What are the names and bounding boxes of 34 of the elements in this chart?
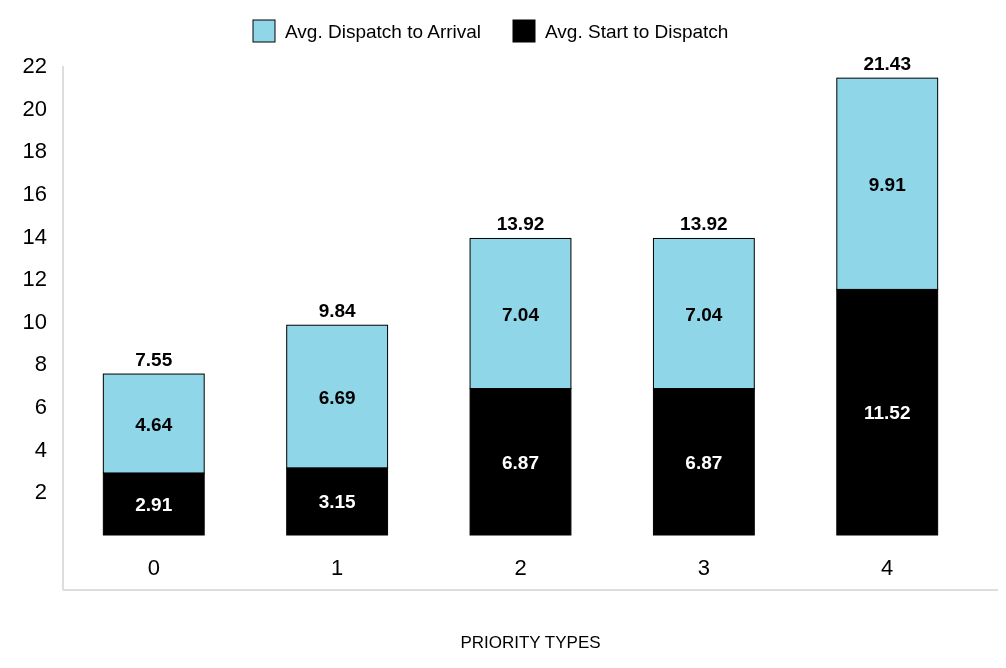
data-label: 9.91: [868, 173, 907, 195]
x-tick-label: 3: [697, 555, 710, 580]
data-label: 6.87: [685, 451, 723, 473]
x-tick-label: 4: [881, 555, 894, 580]
y-tick-label: 16: [22, 180, 47, 206]
y-tick-label: 20: [22, 95, 47, 121]
data-label: 3.15: [318, 491, 357, 513]
y-tick-label: 12: [22, 266, 47, 292]
data-label: 6.87: [502, 451, 539, 473]
data-label: 7.04: [502, 303, 540, 325]
y-tick-label: 22: [22, 53, 47, 78]
y-tick-label: 4: [34, 436, 47, 462]
total-label: 21.43: [863, 53, 912, 75]
data-label: 4.64: [135, 413, 173, 435]
y-tick-label: 10: [22, 308, 47, 334]
total-label: 13.92: [680, 213, 728, 235]
x-tick-label: 1: [331, 555, 344, 580]
total-label: 7.55: [135, 349, 173, 371]
y-tick-label: 8: [34, 351, 47, 377]
y-tick-label: 18: [22, 138, 47, 164]
data-label: 2.91: [135, 493, 173, 515]
total-label: 13.92: [496, 213, 545, 235]
x-tick-label: 0: [147, 555, 160, 580]
data-label: 6.69: [318, 386, 356, 408]
data-label: 7.04: [685, 303, 723, 325]
x-axis-title: PRIORITY TYPES: [460, 633, 601, 652]
data-label: 11.52: [863, 402, 911, 424]
y-tick-label: 2: [34, 479, 47, 505]
x-tick-label: 2: [514, 555, 527, 580]
total-label: 9.84: [318, 300, 357, 322]
y-tick-label: 14: [22, 223, 47, 249]
y-tick-label: 6: [34, 394, 47, 420]
legend-label: Avg. Start to Dispatch: [545, 21, 729, 42]
legend-label: Avg. Dispatch to Arrival: [285, 21, 482, 42]
